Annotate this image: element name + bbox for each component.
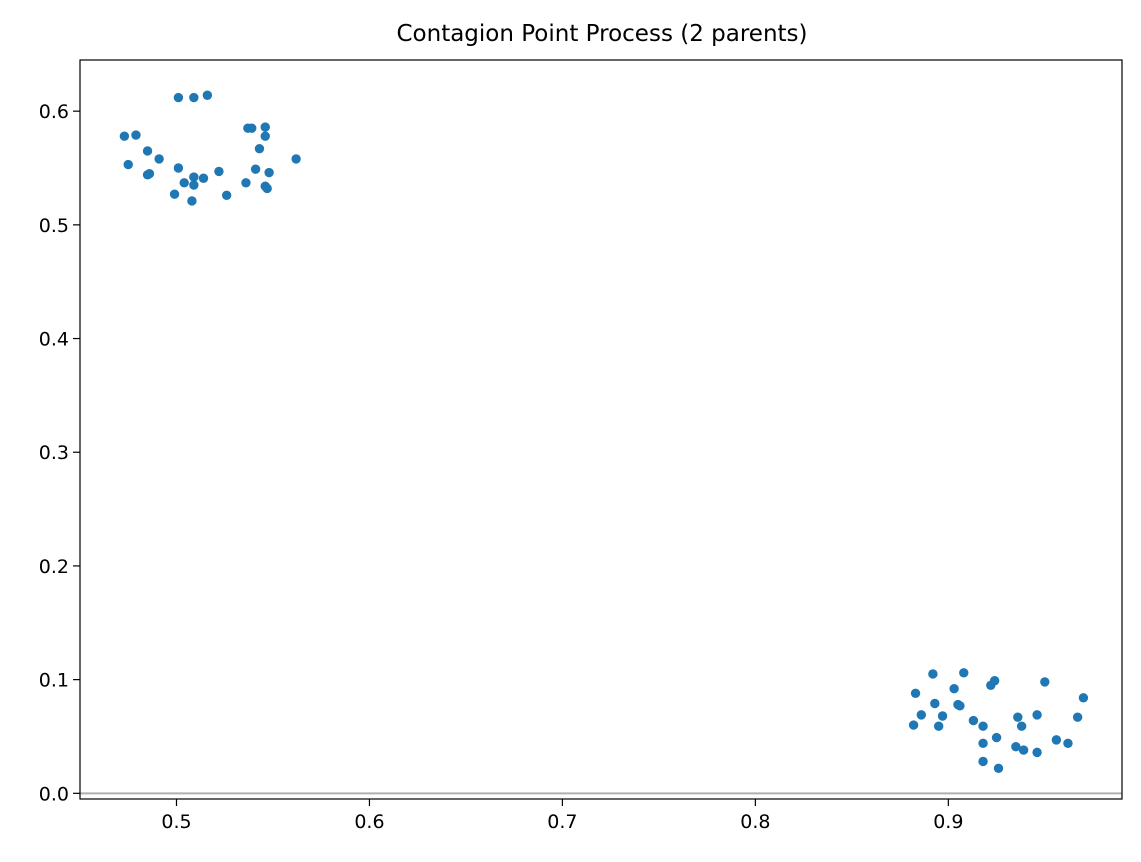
y-tick-label: 0.2 bbox=[39, 556, 69, 578]
y-axis-ticks: 0.0 0.1 0.2 0.3 0.4 0.5 0.6 bbox=[39, 101, 80, 805]
data-point bbox=[144, 168, 155, 179]
y-tick-label: 0.0 bbox=[39, 783, 69, 805]
chart-title: Contagion Point Process (2 parents) bbox=[396, 21, 807, 47]
data-point bbox=[1016, 721, 1027, 731]
data-point bbox=[1032, 710, 1042, 720]
data-point bbox=[937, 711, 948, 721]
data-point bbox=[247, 123, 257, 133]
data-point bbox=[1051, 735, 1062, 745]
x-tick-label: 0.6 bbox=[354, 811, 384, 833]
x-tick-label: 0.9 bbox=[933, 811, 963, 833]
data-point bbox=[968, 715, 979, 726]
data-point bbox=[198, 173, 209, 183]
plot-area bbox=[80, 60, 1122, 799]
y-tick-label: 0.3 bbox=[39, 442, 69, 464]
data-point bbox=[189, 92, 199, 103]
data-point bbox=[202, 90, 213, 100]
data-point bbox=[1040, 677, 1050, 687]
data-point bbox=[154, 154, 164, 164]
data-point bbox=[264, 167, 274, 178]
data-point bbox=[933, 721, 944, 731]
data-point bbox=[978, 721, 988, 731]
data-point bbox=[1078, 693, 1089, 703]
x-tick-label: 0.5 bbox=[161, 811, 191, 833]
data-point bbox=[991, 732, 1002, 743]
data-point bbox=[978, 756, 988, 767]
x-axis-ticks: 0.5 0.6 0.7 0.8 0.9 bbox=[161, 799, 963, 833]
data-point bbox=[1011, 742, 1021, 752]
data-point bbox=[949, 684, 959, 694]
data-point bbox=[955, 701, 965, 711]
y-tick-label: 0.1 bbox=[39, 670, 69, 692]
data-point bbox=[189, 172, 199, 182]
data-point bbox=[119, 131, 130, 141]
data-point bbox=[260, 122, 270, 132]
data-point bbox=[910, 688, 921, 698]
y-tick-label: 0.6 bbox=[39, 101, 69, 123]
x-tick-label: 0.8 bbox=[740, 811, 770, 833]
data-point bbox=[189, 180, 199, 190]
data-point bbox=[1072, 712, 1083, 722]
data-point bbox=[169, 189, 180, 199]
data-point bbox=[241, 178, 251, 188]
data-point bbox=[214, 166, 224, 177]
data-point bbox=[959, 668, 969, 678]
data-point bbox=[260, 131, 270, 141]
data-point bbox=[978, 738, 988, 748]
data-point bbox=[123, 159, 133, 170]
data-point bbox=[1032, 747, 1042, 758]
data-point bbox=[142, 146, 153, 156]
data-point bbox=[254, 143, 265, 154]
y-tick-label: 0.5 bbox=[39, 215, 69, 237]
data-point bbox=[1018, 745, 1029, 755]
data-point bbox=[930, 698, 940, 709]
x-tick-label: 0.7 bbox=[547, 811, 577, 833]
data-point bbox=[262, 183, 272, 194]
data-point bbox=[221, 190, 232, 200]
data-point bbox=[250, 164, 261, 174]
data-points-layer bbox=[119, 90, 1089, 774]
data-point bbox=[928, 669, 938, 679]
data-point bbox=[187, 196, 197, 206]
data-point bbox=[131, 130, 141, 140]
data-point bbox=[173, 163, 184, 173]
data-point bbox=[993, 763, 1004, 774]
data-point bbox=[1063, 738, 1073, 748]
data-point bbox=[179, 178, 189, 188]
data-point bbox=[291, 154, 301, 164]
data-point bbox=[908, 720, 919, 730]
data-point bbox=[916, 710, 927, 720]
data-point bbox=[173, 92, 184, 103]
y-tick-label: 0.4 bbox=[39, 329, 69, 351]
data-point bbox=[1013, 712, 1023, 722]
axes-frame bbox=[79, 59, 1123, 800]
data-point bbox=[986, 680, 996, 691]
